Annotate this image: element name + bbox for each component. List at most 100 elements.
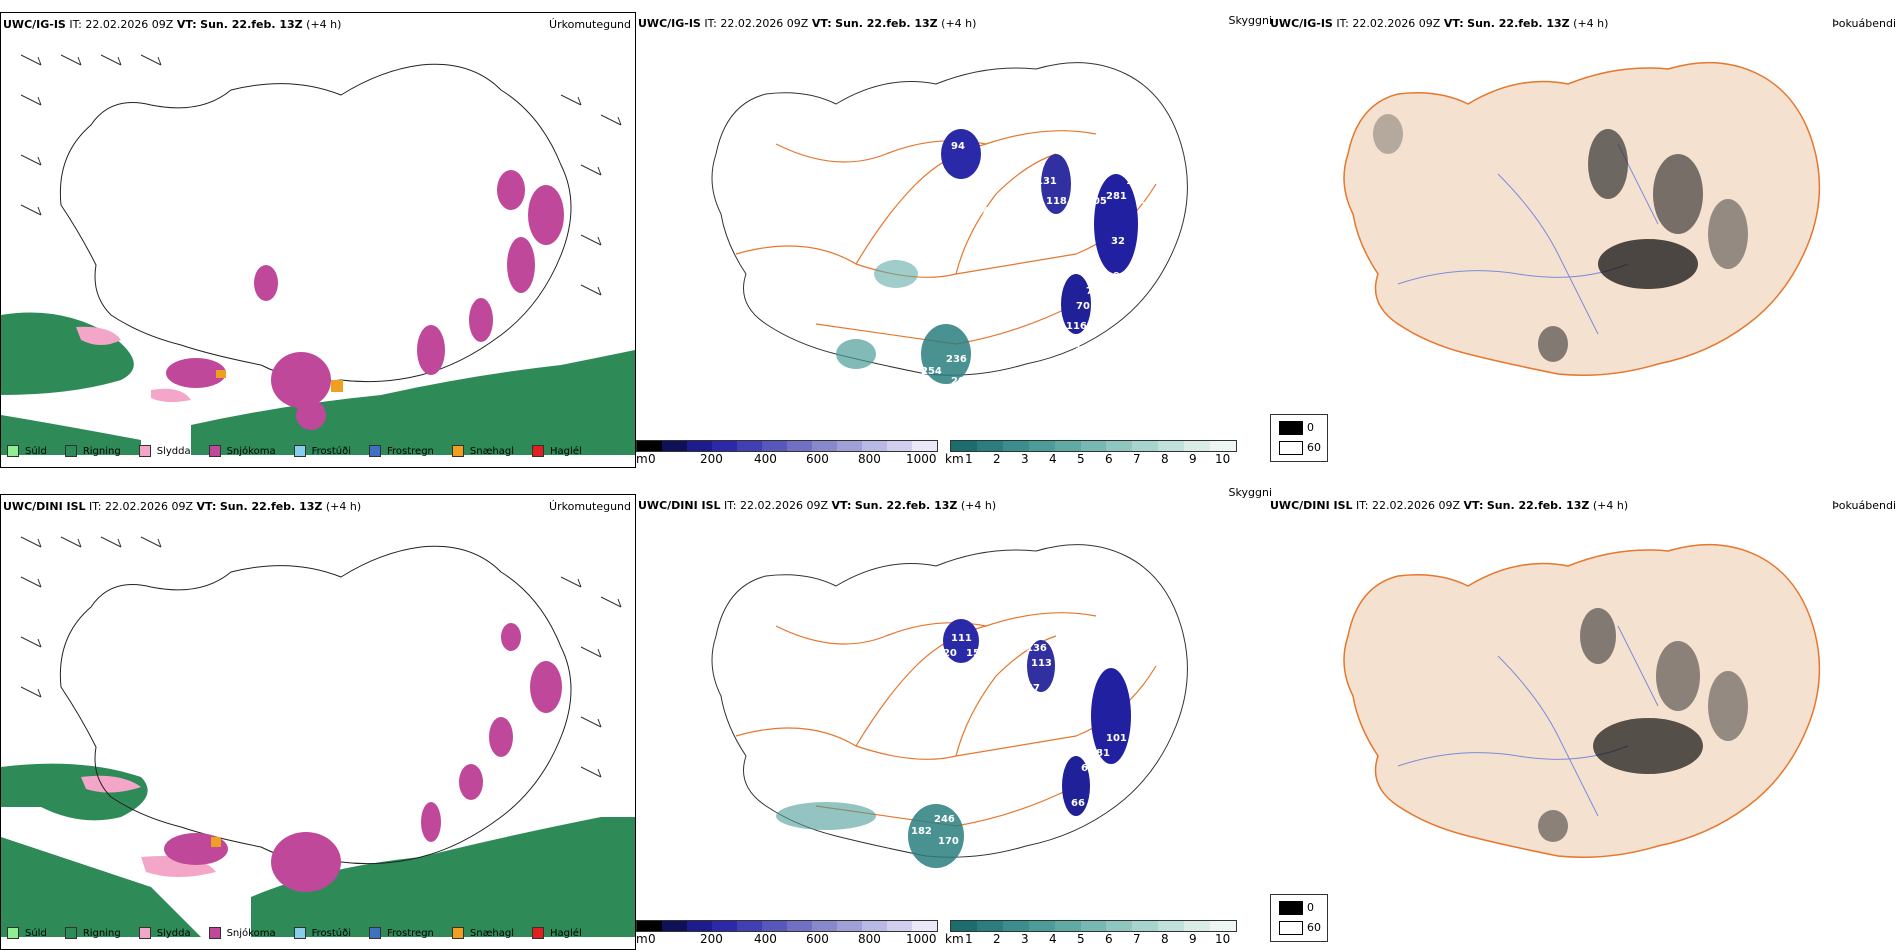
tick-label: 400 [754,932,777,946]
panel-title: UWC/DINI ISL IT: 22.02.2026 09Z VT: Sun.… [1270,499,1629,512]
rain-area [1,763,148,821]
depth-label: 116 [1066,321,1087,332]
visibility-map: 111 120 155 136 113 87 132 142 84 125 10… [711,544,1188,868]
tick-label: 5 [1077,452,1085,466]
fog-label: 60 [1307,921,1321,934]
sleet-area [151,388,191,403]
precip-type-title: Úrkomutegund [549,18,631,31]
fog-label: 0 [1307,901,1314,914]
depth-label: 105 [1086,196,1107,207]
depth-label: 121 [971,176,992,187]
snow-depth-areas [776,619,1131,868]
depth-label: 140 [976,206,997,217]
depth-label: 25 [1156,648,1170,659]
tick-label: 200 [700,452,723,466]
tick-label: 6 [1105,932,1113,946]
panel-title: UWC/IG-IS IT: 22.02.2026 09Z VT: Sun. 22… [3,18,342,31]
tick-label: 600 [806,452,829,466]
depth-label: 79 [1086,286,1100,297]
legend-swatch [7,445,19,457]
legend-swatch [208,445,221,457]
tick-label: 7 [1133,932,1141,946]
iceland-outline [59,63,572,383]
tick-label: 4 [1049,932,1057,946]
legend-item: Rigning [64,445,121,457]
depth-label: 81 [1096,748,1110,759]
visibility-map: 94 121 142 140 131 118 75 105 46 79 70 1… [711,62,1188,387]
tick-label: 5 [1077,932,1085,946]
depth-label: 101 [1061,341,1082,352]
panel-title: UWC/IG-IS IT: 22.02.2026 09Z VT: Sun. 22… [638,17,977,30]
legend-item: Frostúði [293,927,351,939]
depth-label: 94 [951,141,965,152]
depth-label: 75 [1041,226,1055,237]
tick-label: 2 [993,452,1001,466]
tick-label: 9 [1189,452,1197,466]
depth-label: 132 [1011,703,1032,714]
legend-item: Slydda [138,927,191,939]
iceland-outline [59,545,572,865]
legend-swatch [64,445,77,457]
depth-label: 111 [951,633,972,644]
tick-label: 6 [1105,452,1113,466]
depth-label: 152 [1126,176,1147,187]
tick-label: 1000 [906,932,937,946]
legend-swatch [138,927,151,939]
legend-item: Snjókoma [208,445,276,457]
wind-barbs [20,536,622,778]
depth-label: 131 [1036,176,1057,187]
legend-item: Rigning [64,927,121,939]
tick-label: 3 [1021,452,1029,466]
snow-depth-colorbar [636,920,938,932]
snow-depth-colorbar [636,440,938,452]
legend-item: Haglél [532,445,582,457]
fog-map [1343,61,1821,376]
legend-swatch [369,927,381,939]
precip-type-title: Úrkomutegund [549,500,631,513]
fog-legend: 0 60 [1270,894,1328,942]
depth-label: 101 [1106,733,1127,744]
unit-label: km [945,932,964,946]
depth-label: 120 [936,648,957,659]
fog-panel: UWC/DINI ISL IT: 22.02.2026 09Z VT: Sun.… [1268,494,1900,948]
rain-area [1,415,141,455]
legend-item: Súld [7,927,47,939]
precip-legend: Súld Rigning Slydda Snjókoma Frostúði Fr… [7,445,600,457]
depth-label: 182 [911,826,932,837]
depth-label: 116 [1161,201,1182,212]
legend-item: Frostregn [369,927,434,939]
panel-title: UWC/IG-IS IT: 22.02.2026 09Z VT: Sun. 22… [1270,17,1609,30]
rain-area [1,312,134,395]
legend-swatch [293,927,306,939]
unit-label: km [945,452,964,466]
fog-title: Þokuábendi [1832,17,1896,30]
legend-item: Snæhagl [451,445,514,457]
tick-label: 800 [858,932,881,946]
fog-swatch [1279,901,1303,915]
precip-type-map [1,536,635,937]
tick-label: 4 [1049,452,1057,466]
depth-label: 84 [1116,643,1130,654]
fog-label: 60 [1307,441,1321,454]
depth-label: 96 [1146,688,1160,699]
visibility-colorbar [950,440,1237,452]
legend-item: Snjókoma [208,927,276,939]
legend-item: Snæhagl [451,927,514,939]
depth-label: 236 [946,354,967,365]
depth-label: 69 [1081,763,1095,774]
depth-label: 105 [1026,246,1047,257]
legend-item: Frostúði [293,445,351,457]
unit-label: m [636,452,648,466]
depth-label: 66 [1071,798,1085,809]
depth-label: 246 [934,814,955,825]
snow-depth-labels: 94 121 142 140 131 118 75 105 46 79 70 1… [921,141,1182,387]
snow-depth-ticks: m 0 200 400 600 800 1000 [636,452,956,466]
iceland-outline [1343,543,1821,858]
river-network [1397,625,1659,817]
tick-label: 8 [1161,452,1169,466]
tick-label: 8 [1161,932,1169,946]
sleet-area [76,326,121,345]
legend-swatch [451,445,464,457]
tick-label: 9 [1189,932,1197,946]
tick-label: 200 [700,932,723,946]
